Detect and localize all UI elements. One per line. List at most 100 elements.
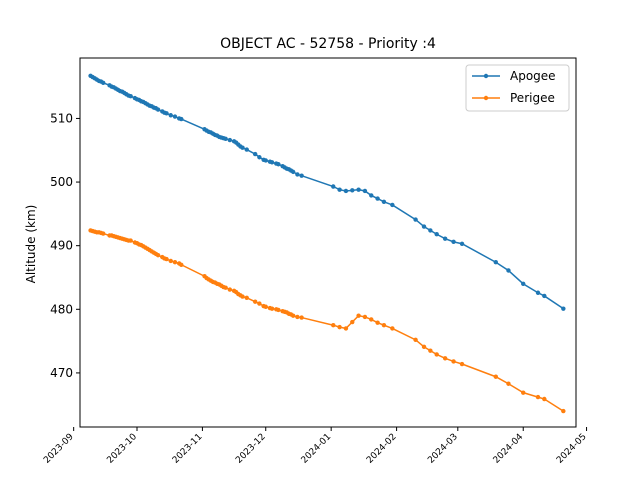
perigee-point <box>343 326 349 331</box>
perigee-point <box>381 323 387 328</box>
apogee-point <box>442 236 448 241</box>
perigee-point <box>269 306 275 311</box>
perigee-legend-label: Perigee <box>510 91 555 105</box>
apogee-legend-marker <box>483 73 489 79</box>
apogee-point <box>252 151 258 157</box>
apogee-point <box>155 107 161 112</box>
y-axis-label: Altitude (km) <box>24 205 38 284</box>
apogee-point <box>172 114 178 119</box>
apogee-point <box>257 155 262 160</box>
x-tick-label: 2024-05 <box>555 432 589 466</box>
chart-title: OBJECT AC - 52758 - Priority :4 <box>220 36 436 52</box>
perigee-point <box>451 359 456 364</box>
y-axis: 470 480 490 500 510 <box>50 111 80 380</box>
perigee-point <box>257 301 262 306</box>
plot-frame <box>79 57 577 428</box>
perigee-point <box>240 294 245 299</box>
apogee-point <box>101 80 106 86</box>
x-tick-label: 2024-04 <box>492 432 526 466</box>
apogee-series <box>88 73 566 311</box>
perigee-point <box>179 262 184 267</box>
perigee-point <box>276 307 281 313</box>
perigee-point <box>128 238 133 243</box>
apogee-point <box>413 217 418 222</box>
apogee-point <box>390 202 395 208</box>
perigee-point <box>101 231 106 236</box>
x-tick-label: 2024-02 <box>365 432 399 466</box>
y-tick-label: 510 <box>50 111 73 125</box>
apogee-point <box>375 196 380 201</box>
perigee-point <box>369 317 374 322</box>
apogee-point <box>493 260 498 265</box>
apogee-point <box>227 137 233 143</box>
apogee-point <box>362 188 368 194</box>
perigee-point <box>172 260 178 265</box>
apogee-point <box>421 224 427 229</box>
perigee-point <box>223 285 228 290</box>
x-tick-label: 2023-10 <box>105 432 139 466</box>
apogee-point <box>459 241 465 246</box>
y-tick-label: 480 <box>50 302 73 316</box>
perigee-point <box>459 361 465 367</box>
apogee-point <box>343 188 349 194</box>
apogee-point <box>299 173 304 178</box>
y-tick-label: 500 <box>50 175 73 189</box>
perigee-point <box>331 323 336 328</box>
perigee-point <box>561 408 566 414</box>
legend: Apogee Perigee <box>465 64 570 112</box>
perigee-point <box>362 314 368 320</box>
apogee-point <box>179 116 184 122</box>
perigee-point <box>337 324 342 330</box>
apogee-point <box>295 172 300 177</box>
apogee-point <box>244 147 249 152</box>
apogee-point <box>521 281 526 287</box>
apogee-point <box>350 188 355 193</box>
apogee-point <box>542 293 547 299</box>
perigee-point <box>356 313 361 318</box>
apogee-point <box>240 145 245 150</box>
apogee-point <box>434 232 439 237</box>
perigee-point <box>421 344 427 350</box>
apogee-point <box>337 187 342 192</box>
apogee-point <box>269 160 275 165</box>
apogee-point <box>428 228 433 233</box>
x-tick-label: 2024-01 <box>300 432 334 466</box>
perigee-point <box>521 390 526 395</box>
x-tick-label: 2023-11 <box>171 432 205 466</box>
apogee-point <box>263 158 268 163</box>
perigee-point <box>244 295 249 301</box>
perigee-point <box>252 299 258 304</box>
perigee-point <box>375 320 380 325</box>
perigee-point <box>428 348 433 353</box>
apogee-point <box>506 268 511 273</box>
perigee-point <box>290 313 296 318</box>
y-tick-label: 470 <box>50 366 73 380</box>
perigee-point <box>390 326 395 331</box>
perigee-point <box>295 314 300 320</box>
perigee-point <box>535 394 541 400</box>
perigee-point <box>155 253 161 258</box>
apogee-point <box>561 306 566 311</box>
apogee-point <box>164 111 169 116</box>
x-tick-label: 2023-12 <box>234 432 268 466</box>
apogee-point <box>356 187 361 192</box>
perigee-point <box>493 374 498 379</box>
apogee-point <box>331 184 336 189</box>
apogee-point <box>276 162 281 167</box>
apogee-legend-label: Apogee <box>510 69 556 83</box>
apogee-point <box>128 93 133 99</box>
x-tick-label: 2023-09 <box>42 432 76 466</box>
apogee-point <box>290 169 296 175</box>
apogee-point <box>535 290 541 295</box>
perigee-legend-marker <box>483 95 489 101</box>
apogee-point <box>168 113 173 118</box>
perigee-point <box>299 315 304 320</box>
apogee-point <box>381 199 387 204</box>
perigee-series <box>88 228 566 414</box>
x-axis: 2023-09 2023-10 2023-11 2023-12 2024-01 2024-… <box>42 427 589 466</box>
perigee-point <box>227 287 233 292</box>
perigee-point <box>168 258 173 264</box>
y-tick-label: 490 <box>50 239 73 253</box>
perigee-point <box>413 337 418 343</box>
